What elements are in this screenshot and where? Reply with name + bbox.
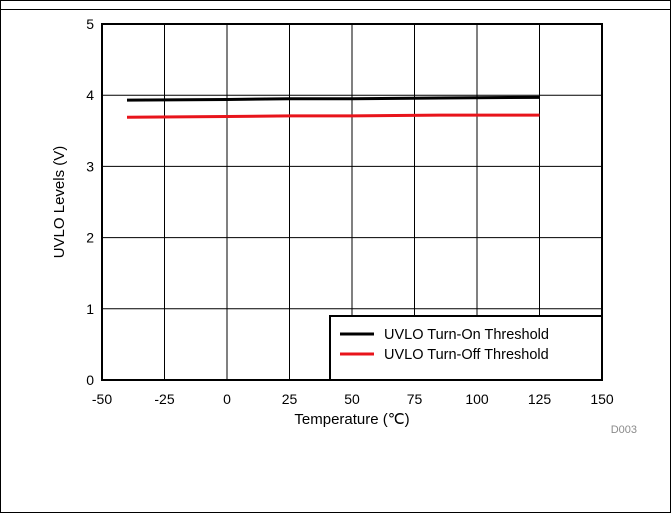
tick-label-layer: -50 -25 0 25 50 75 100 125 150 0 1 2 3 4 5 <box>86 16 614 407</box>
series-line-turn-off <box>126 113 540 119</box>
x-tick-label: -25 <box>154 391 174 407</box>
legend-label-turn-off: UVLO Turn-Off Threshold <box>384 347 549 363</box>
y-tick-label: 0 <box>86 372 94 388</box>
y-axis-title: UVLO Levels (V) <box>51 146 68 259</box>
figure-code-label: D003 <box>611 424 637 436</box>
y-tick-label: 2 <box>86 230 94 246</box>
x-tick-label: 100 <box>465 391 489 407</box>
y-tick-label: 5 <box>86 16 94 32</box>
x-tick-label: 50 <box>344 391 360 407</box>
x-tick-label: 125 <box>528 391 552 407</box>
y-tick-label: 3 <box>86 158 94 174</box>
legend-box <box>329 315 603 381</box>
x-tick-label: -50 <box>92 391 112 407</box>
legend-label-turn-on: UVLO Turn-On Threshold <box>384 327 549 343</box>
y-tick-label: 1 <box>86 301 94 317</box>
x-tick-label: 25 <box>282 391 298 407</box>
x-tick-label: 0 <box>223 391 231 407</box>
x-tick-label: 150 <box>590 391 614 407</box>
series-layer <box>126 95 540 119</box>
y-tick-label: 4 <box>86 87 94 103</box>
x-axis-title: Temperature (℃) <box>294 411 409 428</box>
series-line-turn-on <box>126 95 540 102</box>
legend: UVLO Turn-On Threshold UVLO Turn-Off Thr… <box>329 315 603 381</box>
x-tick-label: 75 <box>407 391 423 407</box>
